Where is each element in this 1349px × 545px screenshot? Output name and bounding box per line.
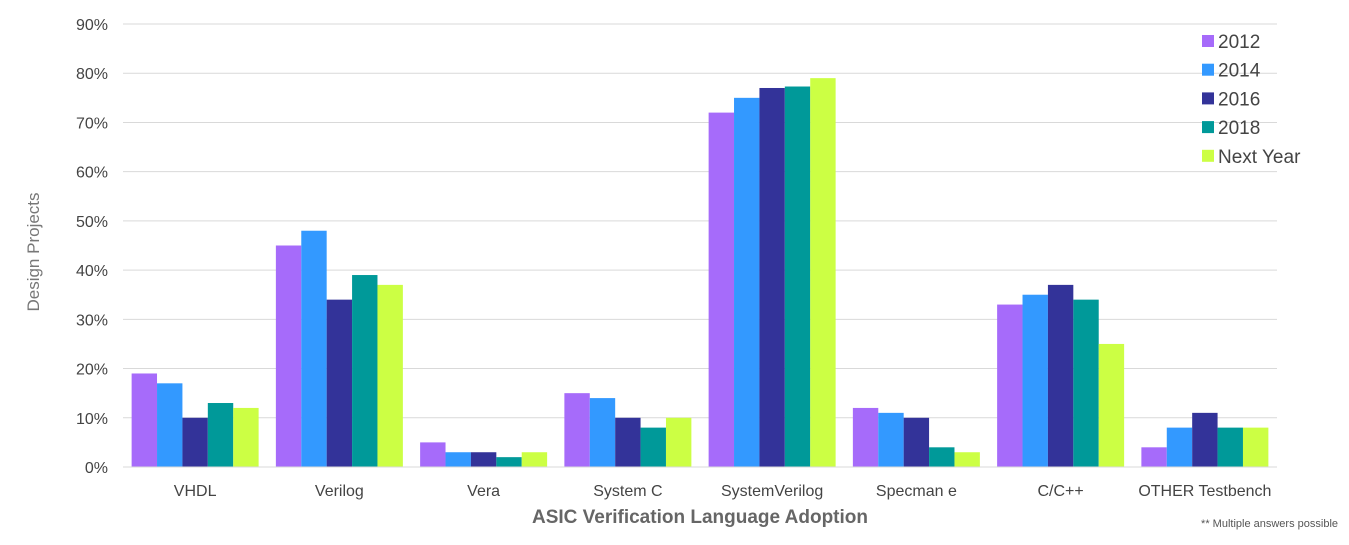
bar-2018 [929, 447, 955, 467]
legend: 2012 2014 2016 2018 Next Year [1202, 32, 1301, 168]
x-axis-title: ASIC Verification Language Adoption [532, 507, 868, 528]
bar-next-year [810, 78, 836, 468]
bar-2016 [182, 417, 208, 467]
category-label: System C [593, 483, 662, 500]
legend-label: 2018 [1218, 118, 1260, 139]
category-label: Vera [467, 483, 500, 500]
bar-2012 [131, 373, 158, 467]
bar-next-year [521, 452, 548, 467]
bar-2014 [157, 383, 183, 467]
bar-next-year [1098, 343, 1125, 467]
bar-2018 [207, 403, 234, 467]
legend-swatch [1202, 92, 1214, 105]
legend-swatch [1202, 63, 1214, 76]
bar-series [131, 78, 1269, 468]
y-tick-label: 90% [76, 17, 108, 34]
bar-2012 [997, 304, 1023, 467]
bar-2014 [1022, 294, 1048, 467]
bar-next-year [377, 284, 403, 467]
bar-2012 [275, 245, 302, 467]
bar-2012 [420, 442, 446, 467]
y-tick-label: 70% [76, 115, 108, 132]
y-tick-label: 10% [76, 411, 108, 428]
bar-2016 [1047, 284, 1074, 467]
legend-label: 2012 [1218, 32, 1260, 53]
bar-2016 [615, 417, 641, 467]
bar-next-year [665, 417, 692, 467]
legend-swatch [1202, 35, 1214, 47]
x-axis-category-labels: VHDL Verilog Vera System C SystemVerilog Spec… [174, 483, 1272, 500]
category-label: Specman e [876, 483, 957, 500]
bar-2014 [301, 230, 327, 467]
bar-2018 [496, 457, 522, 467]
legend-label: Next Year [1218, 147, 1301, 168]
bar-2016 [326, 299, 353, 467]
y-tick-label: 0% [85, 460, 108, 477]
legend-swatch [1202, 149, 1214, 162]
bar-2018 [784, 86, 811, 468]
legend-label: 2016 [1218, 89, 1260, 110]
y-axis-title: Design Projects [24, 192, 43, 311]
bar-2018 [352, 275, 378, 467]
bar-2012 [1141, 447, 1167, 467]
bar-2014 [589, 398, 616, 467]
bar-2016 [470, 452, 497, 467]
category-label: C/C++ [1038, 483, 1084, 500]
category-label: OTHER Testbench [1138, 483, 1271, 500]
bar-next-year [954, 452, 980, 467]
y-tick-label: 40% [76, 263, 108, 280]
category-label: VHDL [174, 483, 217, 500]
legend-label: 2014 [1218, 61, 1261, 82]
bar-2016 [903, 417, 930, 467]
bar-2014 [445, 452, 471, 467]
y-tick-label: 20% [76, 362, 108, 379]
bar-next-year [1242, 427, 1269, 467]
category-label: Verilog [315, 483, 364, 500]
y-tick-label: 60% [76, 165, 108, 182]
bar-2016 [1192, 412, 1218, 467]
y-tick-label: 80% [76, 66, 108, 83]
legend-swatch [1202, 121, 1214, 134]
footnote: ** Multiple answers possible [1201, 518, 1338, 530]
bar-2018 [1217, 427, 1243, 467]
bar-2014 [1166, 427, 1193, 467]
y-axis-tick-labels: 0% 10% 20% 30% 40% 50% 60% 70% 80% 90% [76, 17, 108, 477]
bar-2014 [878, 412, 904, 467]
y-tick-label: 30% [76, 312, 108, 329]
bar-2016 [759, 87, 785, 467]
bar-2018 [640, 427, 666, 467]
y-tick-label: 50% [76, 214, 108, 231]
bar-next-year [233, 407, 259, 467]
bar-2012 [564, 393, 590, 467]
bar-2012 [708, 112, 735, 467]
category-label: SystemVerilog [721, 483, 823, 500]
bar-2018 [1073, 299, 1099, 467]
bar-2012 [852, 407, 879, 467]
bar-2014 [734, 97, 760, 467]
